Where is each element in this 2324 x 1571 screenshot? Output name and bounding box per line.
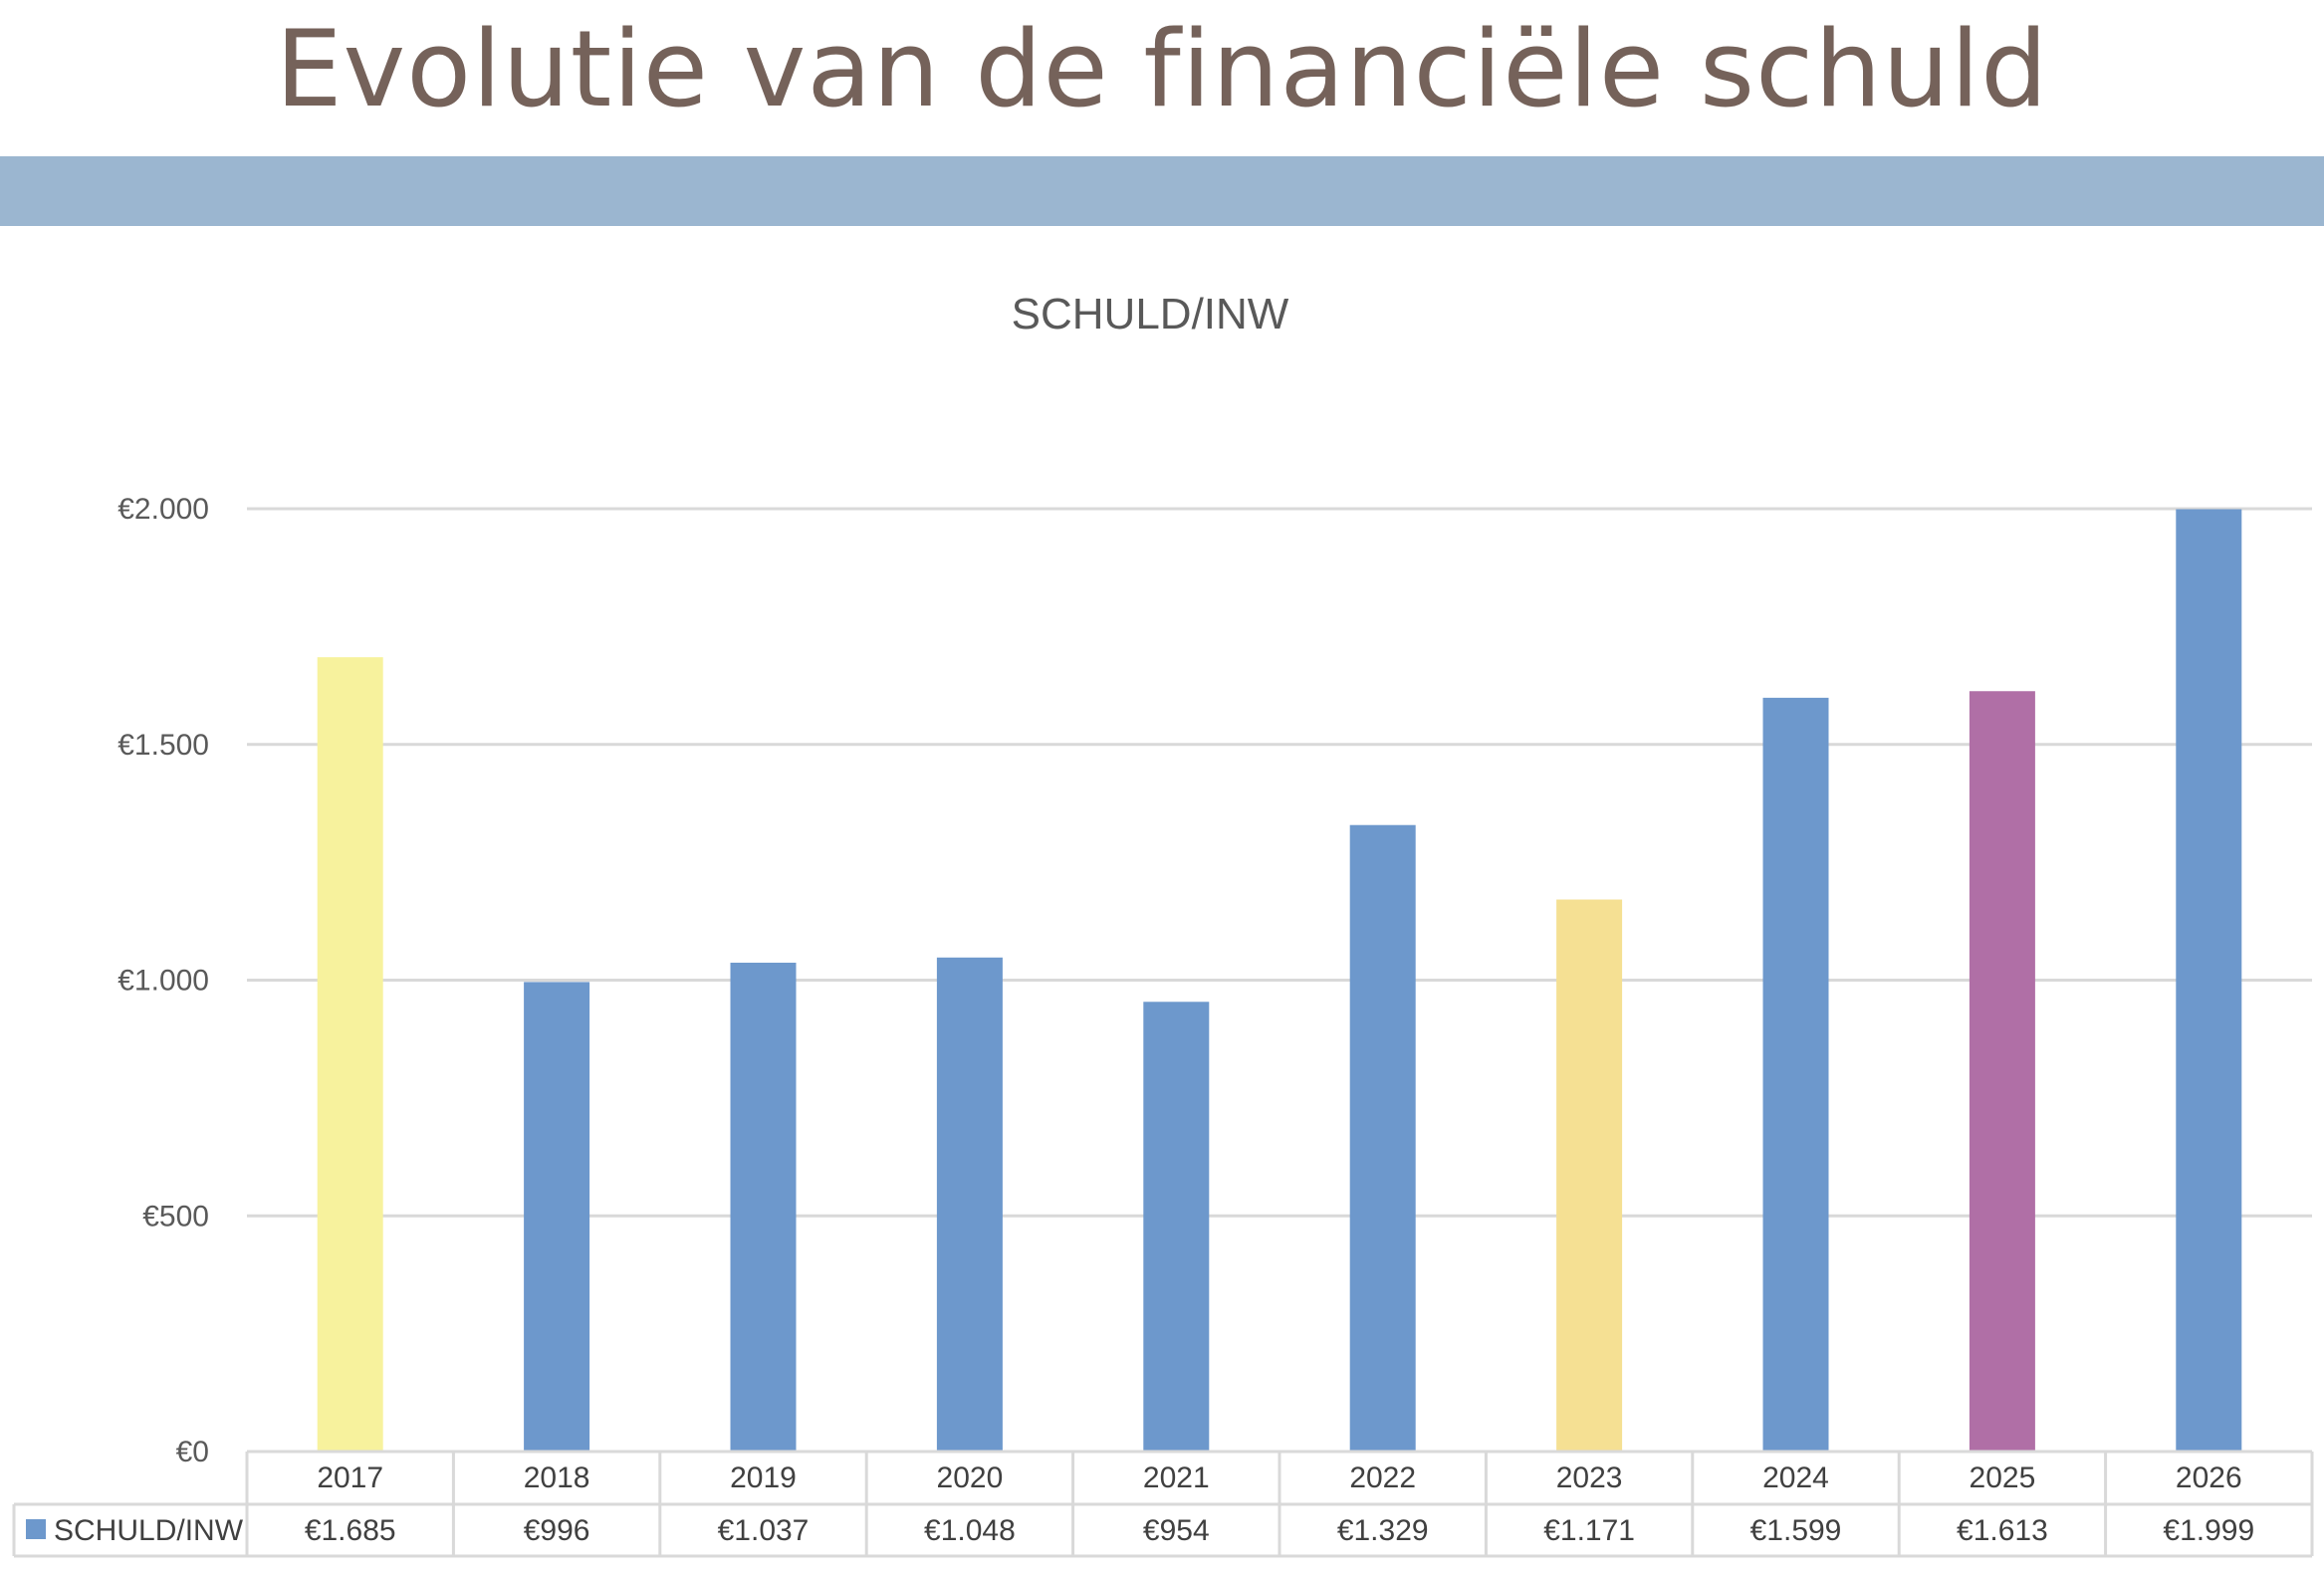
data-label: €1.999: [2163, 1514, 2254, 1547]
data-table: SCHULD/INW 2017 €1.685 2018 €996 2019 €1.037 20…: [12, 1450, 2314, 1558]
data-label: €1.613: [1957, 1514, 2048, 1547]
bar-2018: [524, 982, 590, 1452]
data-label: €954: [1143, 1514, 1210, 1547]
slide-title: Evolutie van de financiële schuld: [275, 8, 2049, 130]
bars: [317, 509, 2242, 1452]
bar-2023: [1556, 899, 1623, 1452]
accent-bar: [0, 156, 2324, 226]
bar-2024: [1762, 697, 1829, 1452]
bar-2022: [1349, 824, 1416, 1452]
x-tick-label: 2017: [317, 1461, 383, 1494]
bar-2026: [2176, 509, 2242, 1452]
x-tick-label: 2020: [937, 1461, 1004, 1494]
y-tick-label: €2.000: [117, 493, 209, 526]
chart-title: SCHULD/INW: [1012, 290, 1289, 338]
y-axis-ticks: €0 €500 €1.000 €1.500 €2.000: [117, 493, 209, 1468]
bar-2021: [1143, 1002, 1210, 1452]
legend-label: SCHULD/INW: [54, 1514, 244, 1547]
x-tick-label: 2023: [1556, 1461, 1623, 1494]
x-tick-label: 2026: [2176, 1461, 2242, 1494]
bar-2025: [1969, 691, 2035, 1452]
data-label: €1.599: [1750, 1514, 1842, 1547]
bar-2019: [730, 962, 797, 1452]
x-tick-label: 2025: [1970, 1461, 2036, 1494]
data-label: €1.037: [718, 1514, 810, 1547]
data-label: €996: [524, 1514, 590, 1547]
y-tick-label: €500: [142, 1200, 209, 1233]
y-tick-label: €1.000: [117, 965, 209, 998]
y-tick-label: €1.500: [117, 729, 209, 762]
x-tick-label: 2024: [1762, 1461, 1829, 1494]
data-label: €1.171: [1543, 1514, 1635, 1547]
y-tick-label: €0: [176, 1436, 209, 1468]
legend-swatch: [26, 1519, 46, 1539]
x-tick-label: 2018: [524, 1461, 590, 1494]
data-label: €1.329: [1337, 1514, 1429, 1547]
data-label: €1.685: [305, 1514, 396, 1547]
gridlines: [247, 507, 2312, 1218]
x-tick-label: 2021: [1143, 1461, 1210, 1494]
x-tick-label: 2022: [1349, 1461, 1416, 1494]
data-label: €1.048: [924, 1514, 1016, 1547]
x-tick-label: 2019: [730, 1461, 797, 1494]
bar-2017: [317, 657, 383, 1452]
bar-2020: [936, 957, 1003, 1452]
